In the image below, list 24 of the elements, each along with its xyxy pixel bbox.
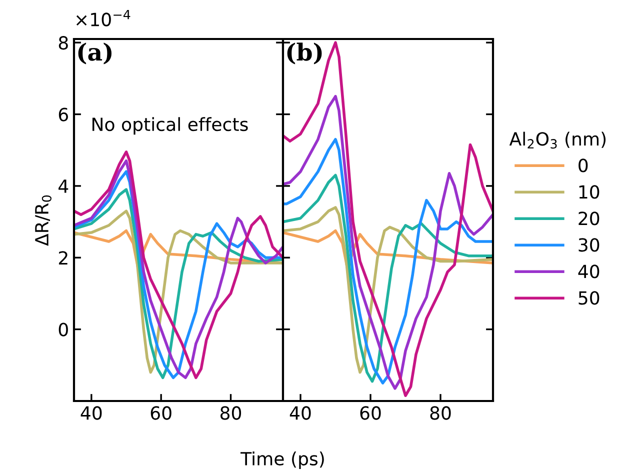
x-tick-label: 80 bbox=[220, 406, 242, 420]
legend-label: 40 bbox=[578, 264, 600, 278]
y-tick-label: 8 bbox=[58, 36, 68, 50]
annotation: (a) bbox=[78, 42, 112, 64]
x-tick-label: 40 bbox=[290, 406, 311, 420]
x-tick-label: 80 bbox=[430, 406, 451, 420]
y-axis-title: ΔR/R$_{0}$ bbox=[35, 195, 52, 246]
legend-label: 20 bbox=[578, 212, 600, 226]
y-tick-label: 6 bbox=[58, 108, 68, 122]
y-tick-label: 2 bbox=[58, 251, 68, 264]
legend-label: 30 bbox=[578, 238, 600, 252]
y-tick-label: 4 bbox=[58, 180, 68, 193]
legend-label: 10 bbox=[579, 185, 600, 199]
x-axis-title: Time (ps) bbox=[240, 452, 324, 469]
x-tick-label: 60 bbox=[150, 406, 172, 420]
x-tick-label: 40 bbox=[80, 406, 102, 420]
legend-title: Al$_{2}$O$_{3}$ (nm) bbox=[509, 132, 606, 149]
legend-label: 0 bbox=[578, 158, 588, 172]
text: ×10$^{−4}$ bbox=[76, 10, 130, 26]
y-tick-label: 0 bbox=[58, 322, 68, 336]
annotation: (b) bbox=[287, 42, 322, 64]
annotation: No optical effects bbox=[92, 117, 248, 135]
x-tick-label: 60 bbox=[360, 406, 381, 420]
legend-label: 50 bbox=[578, 291, 600, 305]
